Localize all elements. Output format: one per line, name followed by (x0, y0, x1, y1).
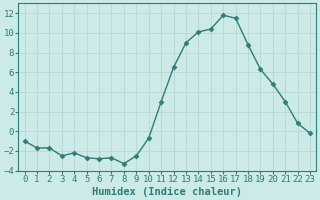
X-axis label: Humidex (Indice chaleur): Humidex (Indice chaleur) (92, 186, 242, 197)
